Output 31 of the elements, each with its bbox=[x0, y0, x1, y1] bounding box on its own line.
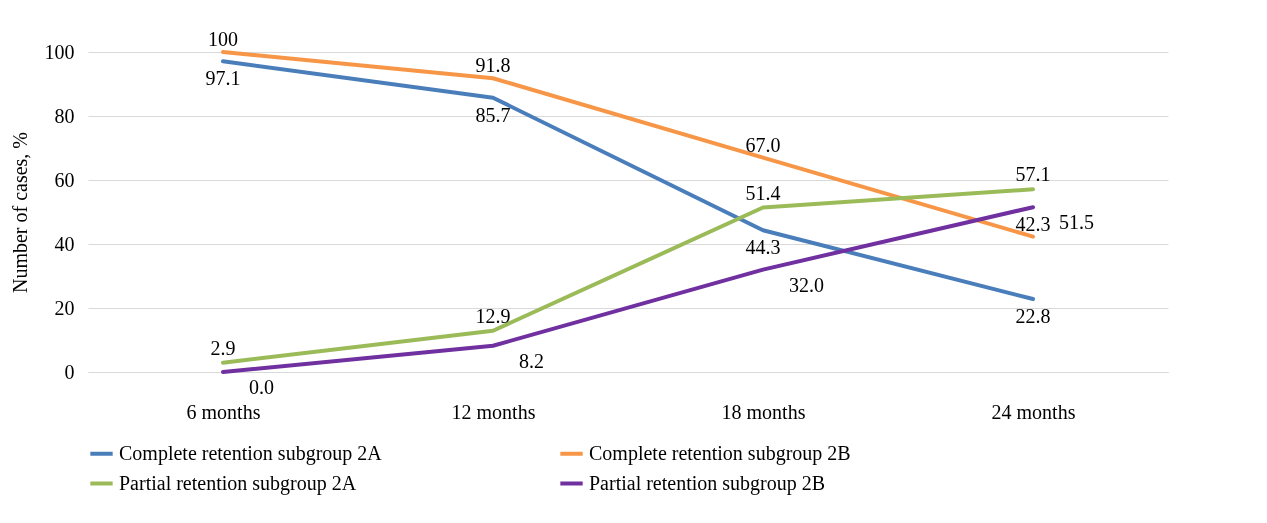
data-label: 44.3 bbox=[745, 236, 781, 259]
x-tick-label: 18 months bbox=[721, 400, 806, 423]
data-label: 67.0 bbox=[745, 133, 781, 156]
data-label: 51.5 bbox=[1059, 211, 1094, 234]
data-label: 32.0 bbox=[789, 273, 824, 296]
data-label: 57.1 bbox=[1015, 163, 1051, 186]
data-label: 97.1 bbox=[205, 67, 241, 90]
data-label: 85.7 bbox=[475, 103, 511, 126]
x-tick-label: 6 months bbox=[186, 400, 261, 423]
data-label: 42.3 bbox=[1015, 212, 1051, 235]
data-label: 0.0 bbox=[249, 376, 274, 398]
y-axis-title: Number of cases, % bbox=[8, 131, 31, 294]
legend-label: Complete retention subgroup 2B bbox=[589, 441, 851, 465]
y-tick-label: 80 bbox=[54, 104, 75, 127]
x-tick-label: 24 months bbox=[991, 400, 1076, 423]
y-tick-label: 40 bbox=[54, 232, 75, 255]
y-tick-label: 60 bbox=[54, 168, 75, 191]
data-label: 91.8 bbox=[475, 54, 511, 77]
data-label: 2.9 bbox=[210, 336, 236, 359]
legend-label: Partial retention subgroup 2B bbox=[589, 471, 826, 495]
data-label: 51.4 bbox=[745, 181, 781, 204]
y-tick-label: 100 bbox=[44, 40, 75, 63]
y-tick-label: 0 bbox=[64, 360, 75, 383]
x-tick-label: 12 months bbox=[451, 400, 536, 423]
legend-label: Partial retention subgroup 2A bbox=[119, 471, 357, 495]
data-label: 22.8 bbox=[1015, 305, 1051, 328]
data-label: 100 bbox=[208, 28, 238, 50]
data-label: 8.2 bbox=[519, 349, 544, 372]
data-label: 12.9 bbox=[475, 304, 511, 327]
legend-label: Complete retention subgroup 2A bbox=[119, 441, 383, 465]
y-tick-label: 20 bbox=[54, 296, 75, 319]
